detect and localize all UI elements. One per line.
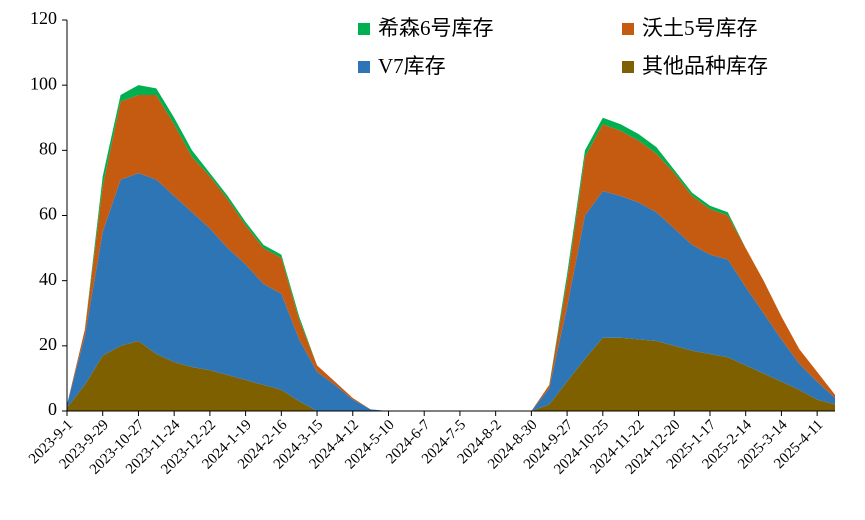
area xyxy=(67,94,835,412)
y-tick-label: 100 xyxy=(30,73,57,93)
legend-label: 其他品种库存 xyxy=(642,54,768,78)
y-tick-label: 20 xyxy=(39,334,57,354)
legend-label: 沃土5号库存 xyxy=(642,16,758,40)
area xyxy=(67,173,835,411)
y-tick-label: 80 xyxy=(39,138,57,158)
legend-swatch xyxy=(622,61,634,73)
legend-swatch xyxy=(358,23,370,35)
legend-swatch xyxy=(622,23,634,35)
y-tick-label: 60 xyxy=(39,204,57,224)
y-tick-label: 0 xyxy=(48,399,57,419)
legend-label: V7库存 xyxy=(378,54,446,78)
y-tick-label: 120 xyxy=(30,8,57,28)
y-tick-label: 40 xyxy=(39,269,57,289)
legend-swatch xyxy=(358,61,370,73)
legend-label: 希森6号库存 xyxy=(378,16,494,40)
area xyxy=(67,337,835,411)
